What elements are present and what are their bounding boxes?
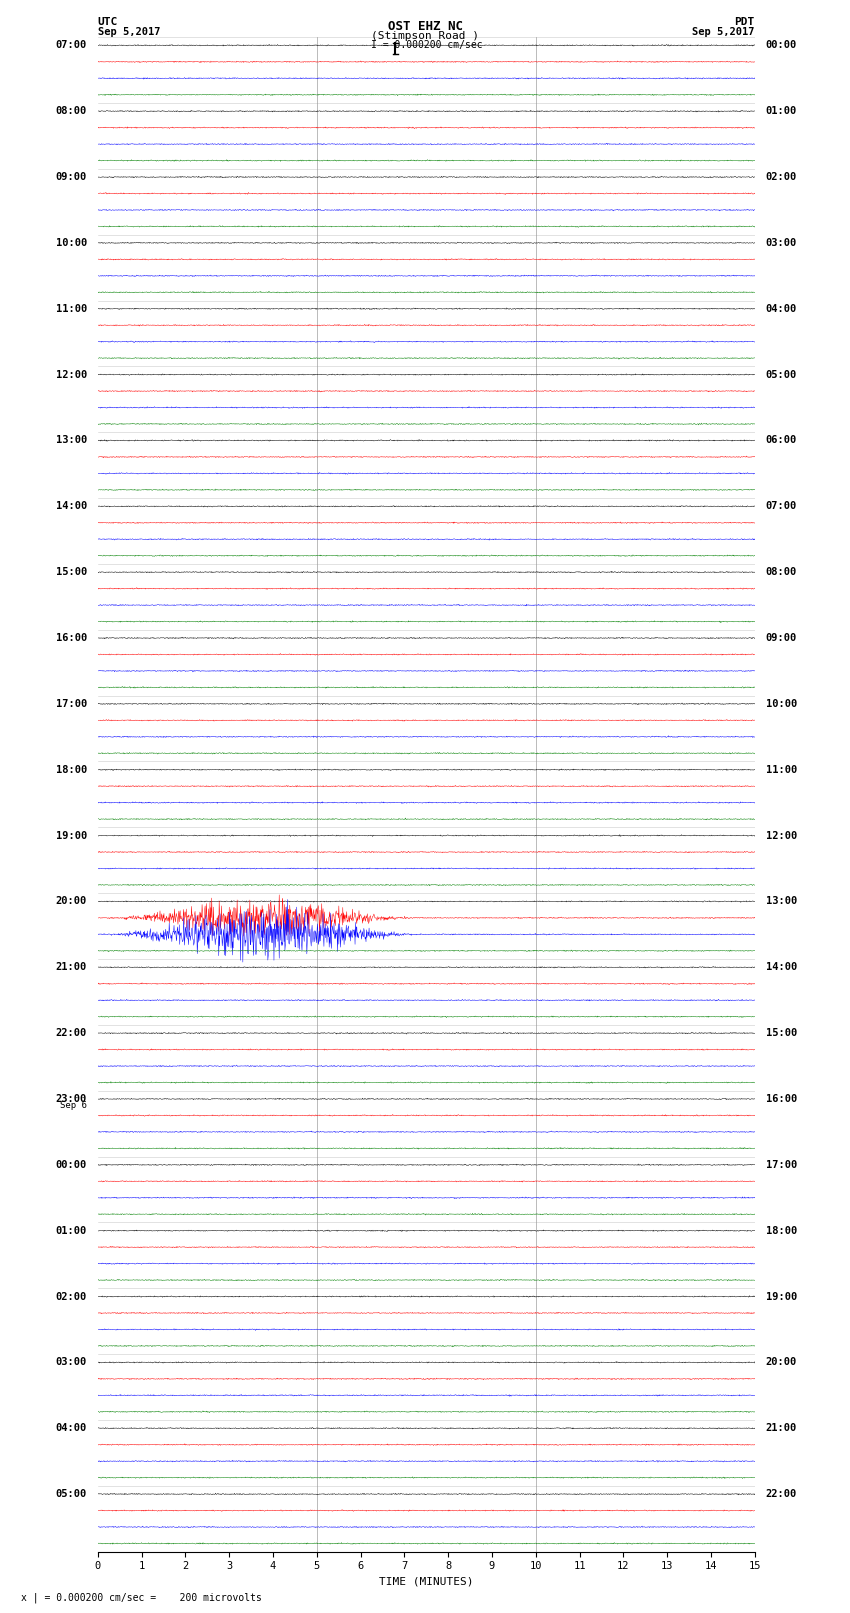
Text: 20:00: 20:00: [55, 897, 87, 907]
Text: Sep 5,2017: Sep 5,2017: [692, 27, 755, 37]
Text: 08:00: 08:00: [55, 106, 87, 116]
Text: 22:00: 22:00: [766, 1489, 797, 1498]
Text: 11:00: 11:00: [55, 303, 87, 315]
Text: (Stimpson Road ): (Stimpson Road ): [371, 31, 479, 40]
Text: 16:00: 16:00: [55, 632, 87, 644]
Text: 10:00: 10:00: [55, 237, 87, 248]
Text: 21:00: 21:00: [766, 1423, 797, 1434]
Text: 17:00: 17:00: [766, 1160, 797, 1169]
Text: 06:00: 06:00: [766, 436, 797, 445]
Text: 01:00: 01:00: [766, 106, 797, 116]
Text: 14:00: 14:00: [55, 502, 87, 511]
Text: 09:00: 09:00: [766, 632, 797, 644]
Text: 00:00: 00:00: [766, 40, 797, 50]
Text: 02:00: 02:00: [55, 1292, 87, 1302]
Text: 13:00: 13:00: [766, 897, 797, 907]
Text: 22:00: 22:00: [55, 1027, 87, 1039]
Text: 07:00: 07:00: [766, 502, 797, 511]
Text: 05:00: 05:00: [766, 369, 797, 379]
Text: 09:00: 09:00: [55, 173, 87, 182]
Text: 07:00: 07:00: [55, 40, 87, 50]
Text: 04:00: 04:00: [55, 1423, 87, 1434]
X-axis label: TIME (MINUTES): TIME (MINUTES): [379, 1578, 473, 1587]
Text: 19:00: 19:00: [766, 1292, 797, 1302]
Text: 03:00: 03:00: [55, 1358, 87, 1368]
Text: I = 0.000200 cm/sec: I = 0.000200 cm/sec: [371, 39, 483, 50]
Text: 01:00: 01:00: [55, 1226, 87, 1236]
Text: 05:00: 05:00: [55, 1489, 87, 1498]
Text: 17:00: 17:00: [55, 698, 87, 708]
Text: Sep 6: Sep 6: [60, 1102, 87, 1110]
Text: 19:00: 19:00: [55, 831, 87, 840]
Text: 02:00: 02:00: [766, 173, 797, 182]
Text: 04:00: 04:00: [766, 303, 797, 315]
Text: 12:00: 12:00: [766, 831, 797, 840]
Text: 23:00: 23:00: [55, 1094, 87, 1103]
Text: 08:00: 08:00: [766, 568, 797, 577]
Text: 00:00: 00:00: [55, 1160, 87, 1169]
Text: 12:00: 12:00: [55, 369, 87, 379]
Text: 18:00: 18:00: [766, 1226, 797, 1236]
Text: 20:00: 20:00: [766, 1358, 797, 1368]
Text: PDT: PDT: [734, 18, 755, 27]
Text: 03:00: 03:00: [766, 237, 797, 248]
Text: 21:00: 21:00: [55, 963, 87, 973]
Text: 13:00: 13:00: [55, 436, 87, 445]
Text: OST EHZ NC: OST EHZ NC: [388, 19, 462, 34]
Text: 15:00: 15:00: [766, 1027, 797, 1039]
Text: 14:00: 14:00: [766, 963, 797, 973]
Text: Sep 5,2017: Sep 5,2017: [98, 27, 161, 37]
Text: 16:00: 16:00: [766, 1094, 797, 1103]
Text: UTC: UTC: [98, 18, 118, 27]
Text: 10:00: 10:00: [766, 698, 797, 708]
Text: x | = 0.000200 cm/sec =    200 microvolts: x | = 0.000200 cm/sec = 200 microvolts: [21, 1592, 262, 1603]
Text: 11:00: 11:00: [766, 765, 797, 774]
Text: 15:00: 15:00: [55, 568, 87, 577]
Text: 18:00: 18:00: [55, 765, 87, 774]
